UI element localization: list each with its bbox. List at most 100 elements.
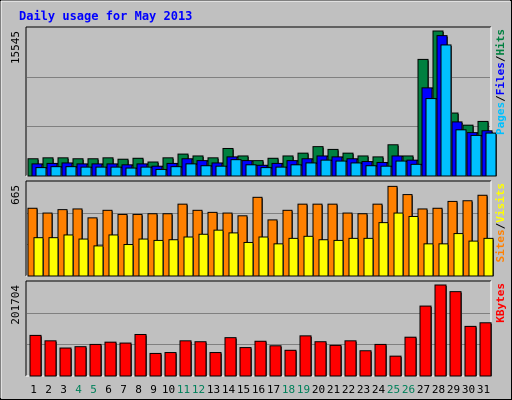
bar-hits-pages-day-28	[440, 44, 452, 177]
x-tick-label-11: 11	[177, 383, 190, 396]
bar-visits-visits-day-28	[438, 243, 449, 277]
bar-kbytes-kbytes-day-26	[404, 336, 417, 377]
ymax-label-kbytes: 201704	[9, 285, 22, 325]
bar-visits-visits-day-21	[333, 239, 344, 277]
x-tick-label-24: 24	[372, 383, 386, 396]
bar-visits-visits-day-10	[168, 239, 179, 277]
legend-files: Files	[494, 62, 507, 95]
bar-kbytes-kbytes-day-15	[239, 347, 252, 377]
bar-visits-visits-day-22	[348, 237, 359, 277]
x-tick-label-10: 10	[162, 383, 175, 396]
bar-kbytes-kbytes-day-20	[314, 341, 327, 377]
bar-visits-visits-day-29	[453, 233, 464, 277]
x-tick-label-3: 3	[60, 383, 67, 396]
bar-kbytes-kbytes-day-18	[284, 349, 297, 377]
x-tick-label-25: 25	[387, 383, 400, 396]
bar-hits-pages-day-9	[155, 168, 167, 177]
x-tick-label-7: 7	[120, 383, 127, 396]
bar-visits-visits-day-17	[273, 243, 284, 277]
bar-hits-pages-day-7	[125, 167, 137, 177]
bar-hits-pages-day-14	[230, 159, 242, 177]
bar-visits-visits-day-11	[183, 236, 194, 277]
x-tick-label-19: 19	[297, 383, 310, 396]
legend-kbytes: KBytes	[494, 283, 507, 323]
legend-visits: Visits	[494, 183, 507, 223]
x-tick-label-20: 20	[312, 383, 325, 396]
legend-pages: Pages	[494, 102, 507, 135]
bar-visits-visits-day-18	[288, 237, 299, 277]
legend-kbytes: KBytes	[494, 283, 507, 323]
bar-kbytes-kbytes-day-13	[209, 352, 222, 377]
bar-hits-pages-day-12	[200, 165, 212, 177]
bar-kbytes-kbytes-day-27	[419, 305, 432, 377]
x-tick-label-23: 23	[357, 383, 370, 396]
bar-hits-pages-day-4	[80, 166, 92, 177]
x-tick-label-14: 14	[222, 383, 236, 396]
bar-kbytes-kbytes-day-10	[164, 352, 177, 377]
bar-kbytes-kbytes-day-2	[44, 340, 57, 377]
x-tick-label-9: 9	[150, 383, 157, 396]
bar-kbytes-kbytes-day-23	[359, 350, 372, 377]
bar-hits-pages-day-1	[35, 167, 47, 177]
bar-visits-visits-day-16	[258, 236, 269, 277]
bar-kbytes-kbytes-day-28	[434, 284, 447, 377]
bar-kbytes-kbytes-day-29	[449, 291, 462, 377]
bar-hits-pages-day-27	[425, 98, 437, 177]
bar-kbytes-kbytes-day-12	[194, 341, 207, 377]
x-tick-label-12: 12	[192, 383, 205, 396]
bar-hits-pages-day-5	[95, 166, 107, 177]
bar-kbytes-kbytes-day-11	[179, 340, 192, 377]
ymax-label-hits: 15545	[9, 31, 22, 64]
x-tick-label-16: 16	[252, 383, 265, 396]
bar-kbytes-kbytes-day-22	[344, 340, 357, 377]
bar-kbytes-kbytes-day-31	[479, 322, 492, 377]
ymax-label-visits: 665	[9, 185, 22, 205]
bar-hits-pages-day-2	[50, 166, 62, 177]
bar-visits-visits-day-30	[468, 240, 479, 277]
bar-hits-pages-day-29	[455, 129, 467, 177]
x-tick-label-30: 30	[462, 383, 475, 396]
bar-kbytes-kbytes-day-9	[149, 352, 162, 377]
legend-separator: /	[494, 55, 507, 62]
bar-kbytes-kbytes-day-7	[119, 342, 132, 377]
bar-kbytes-kbytes-day-6	[104, 341, 117, 377]
x-tick-label-8: 8	[135, 383, 142, 396]
bar-kbytes-kbytes-day-5	[89, 343, 102, 377]
x-tick-label-29: 29	[447, 383, 460, 396]
bar-kbytes-kbytes-day-16	[254, 340, 267, 377]
bar-hits-pages-day-13	[215, 165, 227, 177]
bar-kbytes-kbytes-day-24	[374, 343, 387, 377]
x-tick-label-22: 22	[342, 383, 355, 396]
bar-hits-pages-day-11	[185, 163, 197, 177]
x-tick-label-27: 27	[417, 383, 430, 396]
bar-hits-pages-day-26	[410, 163, 422, 177]
bar-kbytes-kbytes-day-8	[134, 333, 147, 377]
bar-visits-visits-day-3	[63, 234, 74, 277]
bar-kbytes-kbytes-day-3	[59, 347, 72, 377]
bar-visits-sites-day-28	[432, 207, 443, 277]
x-tick-label-26: 26	[402, 383, 415, 396]
bar-kbytes-kbytes-day-4	[74, 346, 87, 377]
bar-hits-pages-day-25	[395, 160, 407, 177]
bar-visits-visits-day-4	[78, 238, 89, 277]
x-tick-label-2: 2	[45, 383, 52, 396]
x-tick-label-6: 6	[105, 383, 112, 396]
x-tick-label-4: 4	[75, 383, 82, 396]
bar-visits-visits-day-27	[423, 243, 434, 277]
legend-separator: /	[494, 95, 507, 102]
chart-title: Daily usage for May 2013	[19, 9, 192, 23]
bar-visits-sites-day-31	[477, 194, 488, 277]
bar-visits-visits-day-26	[408, 215, 419, 277]
x-tick-label-31: 31	[477, 383, 490, 396]
x-tick-label-1: 1	[30, 383, 37, 396]
legend-hits: Pages/Files/Hits	[494, 29, 507, 135]
bar-hits-pages-day-21	[335, 160, 347, 177]
bar-hits-pages-day-20	[320, 159, 332, 177]
bar-visits-visits-day-1	[33, 237, 44, 277]
bar-hits-pages-day-19	[305, 162, 317, 177]
bar-visits-visits-day-25	[393, 212, 404, 277]
x-tick-label-28: 28	[432, 383, 445, 396]
bar-visits-visits-day-14	[228, 232, 239, 277]
bar-hits-pages-day-6	[110, 166, 122, 177]
bar-visits-visits-day-15	[243, 241, 254, 277]
